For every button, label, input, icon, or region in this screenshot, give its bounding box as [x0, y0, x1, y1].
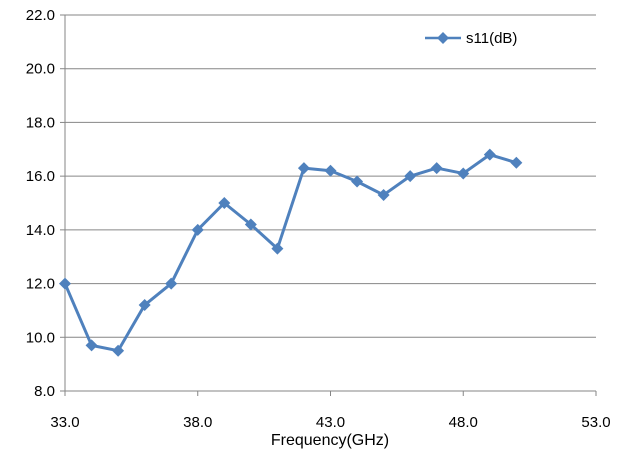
data-point-marker — [244, 218, 257, 231]
x-tick-label: 33.0 — [50, 414, 79, 431]
data-point-marker — [59, 277, 71, 290]
legend-label: s11(dB) — [466, 30, 517, 47]
data-point-marker — [191, 223, 204, 236]
series-line — [63, 153, 517, 353]
x-axis-title: Frequency(GHz) — [271, 432, 389, 449]
y-tick-label: 14.0 — [26, 222, 55, 239]
y-tick-label: 22.0 — [26, 7, 55, 24]
gridlines — [65, 14, 596, 338]
data-point-marker — [404, 170, 417, 183]
data-point-marker — [112, 344, 125, 357]
y-tick-label: 12.0 — [26, 276, 55, 293]
y-tick-label: 18.0 — [26, 114, 55, 131]
legend: s11(dB) — [425, 30, 517, 47]
data-point-marker — [85, 339, 98, 352]
legend-diamond-marker — [437, 32, 449, 44]
x-axis-ticks: 33.0 38.0 43.0 48.0 53.0 — [50, 391, 611, 431]
data-point-marker — [165, 277, 178, 290]
x-tick-label: 43.0 — [316, 414, 345, 431]
data-point-marker — [457, 167, 470, 180]
data-point-marker — [271, 242, 284, 255]
y-tick-label: 10.0 — [26, 329, 55, 346]
x-tick-label: 38.0 — [183, 414, 212, 431]
y-tick-label: 16.0 — [26, 168, 55, 185]
data-point-marker — [430, 162, 443, 175]
data-point-marker — [324, 164, 337, 177]
x-tick-label: 53.0 — [581, 414, 610, 431]
data-point-marker — [510, 156, 523, 169]
data-point-marker — [351, 175, 364, 188]
y-axis-ticks: 8.0 10.0 12.0 14.0 16.0 18.0 20.0 22.0 — [26, 7, 65, 400]
data-point-marker — [297, 162, 310, 175]
data-point-marker — [483, 148, 496, 161]
y-tick-label: 20.0 — [26, 61, 55, 78]
y-tick-label: 8.0 — [34, 383, 55, 400]
data-point-marker — [138, 299, 151, 312]
x-tick-label: 48.0 — [449, 414, 478, 431]
data-point-marker — [218, 197, 231, 209]
data-point-marker — [377, 188, 390, 201]
series-layer — [59, 148, 523, 357]
